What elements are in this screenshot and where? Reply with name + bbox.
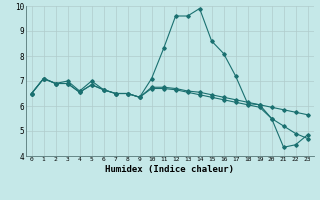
X-axis label: Humidex (Indice chaleur): Humidex (Indice chaleur)	[105, 165, 234, 174]
